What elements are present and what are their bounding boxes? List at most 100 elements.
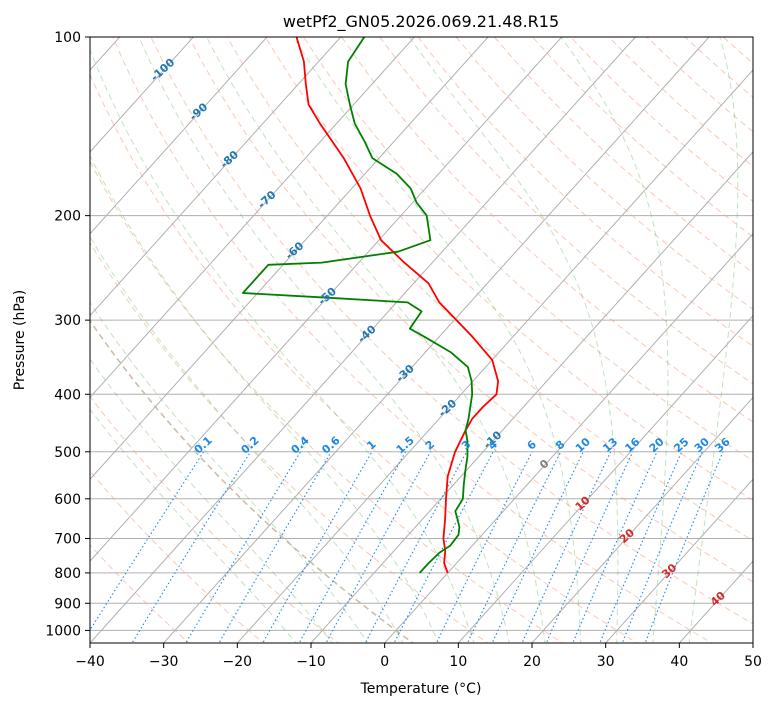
mixing-ratio-line xyxy=(435,451,533,643)
mixing-ratio-line xyxy=(90,451,205,631)
dry-adiabat xyxy=(341,37,753,423)
isotherm xyxy=(310,151,753,643)
x-tick-label: −40 xyxy=(75,654,105,670)
dry-adiabat xyxy=(264,37,753,501)
y-tick-label: 1000 xyxy=(45,623,81,639)
y-tick-label: 900 xyxy=(54,596,81,612)
dry-adiabats xyxy=(90,37,775,645)
moist-adiabat xyxy=(408,37,619,643)
isotherm xyxy=(90,37,342,317)
plot-frame xyxy=(89,36,754,644)
dry-adiabat xyxy=(455,37,753,310)
isotherm xyxy=(90,37,195,153)
isotherm xyxy=(678,560,753,643)
sounding-series xyxy=(241,37,500,574)
y-axis: 100 200 300 400 500 600 700 800 900 1000 xyxy=(45,30,90,639)
mixing-ratio-line xyxy=(491,451,584,643)
mixing-ratio-label: 8 xyxy=(553,438,567,453)
mixing-ratio-label: 0.6 xyxy=(319,434,342,457)
dry-adiabat xyxy=(90,160,564,643)
isotherm xyxy=(162,37,710,643)
isotherm xyxy=(0,24,58,646)
isopleth-labels: -100-90-80-70-60-50-40-30-20-10010203040… xyxy=(148,56,733,609)
dry-adiabat xyxy=(188,37,753,583)
isotherm xyxy=(90,37,637,643)
dry-adiabat xyxy=(90,470,265,643)
isotherm xyxy=(457,314,753,643)
y-tick-label: 400 xyxy=(54,387,81,403)
moist-adiabat xyxy=(138,37,510,643)
y-tick-label: 500 xyxy=(54,445,81,461)
isotherm xyxy=(236,69,753,643)
mixing-ratio-label: 0.1 xyxy=(192,434,215,457)
moist-adiabat xyxy=(90,408,297,643)
y-tick-label: 300 xyxy=(54,313,81,329)
isotherms xyxy=(0,24,753,646)
moist-adiabat xyxy=(90,235,404,643)
dry-adiabat xyxy=(303,37,753,462)
mixing-ratio-line xyxy=(185,451,301,643)
dry-adiabat xyxy=(608,37,753,167)
y-tick-label: 800 xyxy=(54,566,81,582)
isotherm xyxy=(90,37,268,235)
mixing-ratio-line xyxy=(298,451,407,643)
x-tick-label: −10 xyxy=(296,654,326,670)
mixing-ratio-line xyxy=(393,451,494,643)
dry-adiabat xyxy=(90,395,340,643)
plot-area: -100-90-80-70-60-50-40-30-20-10010203040… xyxy=(0,24,775,646)
isotherm xyxy=(383,232,753,643)
isotherm xyxy=(90,37,563,562)
x-axis-label: Temperature (°C) xyxy=(360,681,482,697)
mixing-ratio-line xyxy=(364,451,468,643)
mixing-ratio-line xyxy=(621,451,703,643)
dry-adiabat xyxy=(150,37,753,625)
y-tick-label: 200 xyxy=(54,209,81,225)
pressure-gridlines xyxy=(90,37,753,631)
x-tick-label: −20 xyxy=(223,654,253,670)
mixing-ratio-line xyxy=(218,451,332,643)
dry-adiabat xyxy=(379,37,753,385)
isotherm xyxy=(752,642,753,643)
dry-adiabat xyxy=(417,37,753,347)
isotherm xyxy=(604,478,753,643)
x-tick-label: −30 xyxy=(149,654,179,670)
mixing-ratio-line xyxy=(521,451,612,643)
temperature-profile xyxy=(295,37,500,574)
moist-adiabat xyxy=(90,48,475,643)
mixing-ratio-line xyxy=(466,451,562,643)
mixing-ratio-label: 3 xyxy=(459,438,473,453)
x-axis: −40 −30 −20 −10 0 10 20 30 40 50 xyxy=(75,643,762,670)
mixing-ratio-label: 6 xyxy=(525,438,540,453)
dry-adiabat xyxy=(761,37,775,645)
dry-adiabat xyxy=(90,241,489,643)
dry-adiabat xyxy=(646,37,753,133)
dry-adiabat xyxy=(532,37,753,238)
x-tick-label: 40 xyxy=(670,654,688,670)
dewpoint-profile xyxy=(241,37,474,574)
y-axis-label: Pressure (hPa) xyxy=(12,290,28,390)
dry-adiabat xyxy=(90,73,638,643)
moist-adiabat xyxy=(90,301,369,643)
moist-adiabat xyxy=(560,37,669,643)
dry-adiabat xyxy=(90,544,190,643)
isotherm xyxy=(531,396,753,643)
dry-adiabat xyxy=(112,37,713,643)
mixing-ratio-label: 1.5 xyxy=(394,434,417,457)
isotherm xyxy=(90,37,416,399)
x-tick-label: 0 xyxy=(380,654,389,670)
y-tick-label: 700 xyxy=(54,532,81,548)
moist-adiabat xyxy=(293,37,582,643)
mixing-ratio-line xyxy=(262,451,373,643)
mixing-ratio-line xyxy=(572,451,658,643)
y-tick-label: 100 xyxy=(54,30,81,46)
y-tick-label: 600 xyxy=(54,492,81,508)
x-tick-label: 20 xyxy=(523,654,541,670)
x-tick-label: 10 xyxy=(449,654,467,670)
mixing-ratio-line xyxy=(131,451,251,643)
mixing-ratio-line xyxy=(545,451,634,643)
dry-adiabat xyxy=(226,37,753,542)
moist-adiabat xyxy=(90,154,440,643)
moist-adiabat xyxy=(206,37,546,643)
chart-title: wetPf2_GN05.2026.069.21.48.R15 xyxy=(283,12,559,32)
